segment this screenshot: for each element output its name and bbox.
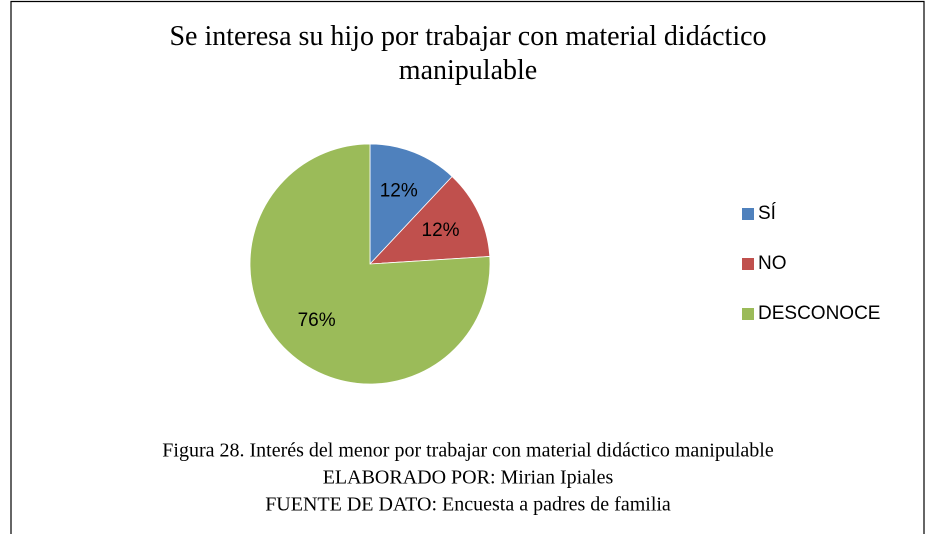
legend-swatch (742, 308, 754, 320)
data-label: 12% (380, 180, 418, 201)
legend-label: NO (758, 253, 787, 274)
legend-label: SÍ (758, 203, 777, 224)
data-label: 76% (298, 310, 336, 331)
caption-line: FUENTE DE DATO: Encuesta a padres de fam… (265, 494, 671, 516)
pie-slice (369, 175, 491, 265)
legend-label: DESCONOCE (758, 303, 880, 324)
legend-swatch (742, 208, 754, 220)
pie-slice (369, 143, 453, 266)
caption-line: Figura 28. Interés del menor por trabaja… (162, 440, 774, 462)
legend-swatch (742, 258, 754, 270)
pie-slice (249, 143, 491, 385)
caption-line: ELABORADO POR: Mirian Ipiales (323, 467, 614, 489)
data-label: 12% (422, 220, 460, 241)
chart-title: Se interesa su hijo por trabajar con mat… (169, 21, 767, 86)
chart-border (10, 0, 925, 534)
